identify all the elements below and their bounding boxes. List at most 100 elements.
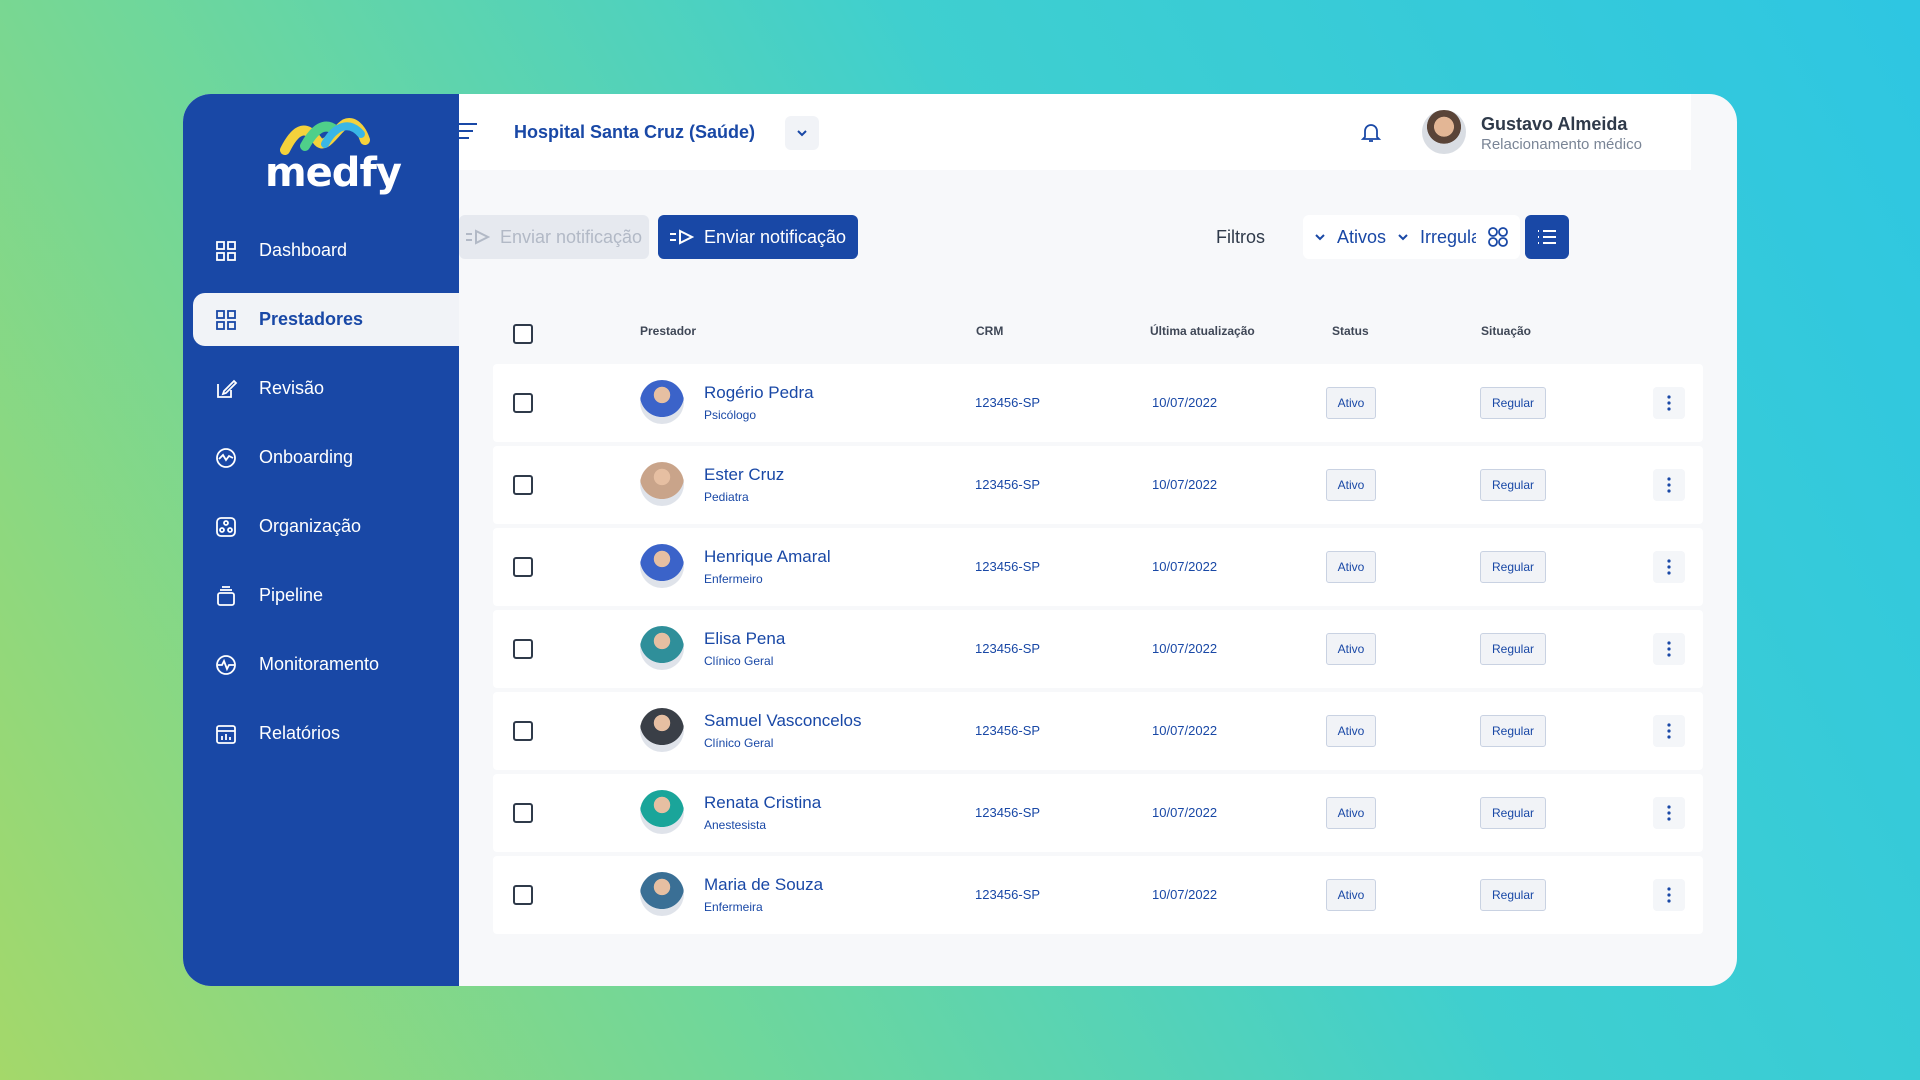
status-badge: Ativo xyxy=(1326,551,1376,583)
row-checkbox[interactable] xyxy=(513,393,533,413)
row-actions-button[interactable] xyxy=(1653,387,1685,419)
filter-active-dropdown[interactable]: Ativos xyxy=(1303,215,1397,259)
list-view-icon xyxy=(1538,230,1556,244)
medfy-logo[interactable]: medfy xyxy=(265,116,402,196)
column-provider: Prestador xyxy=(640,324,697,338)
avatar xyxy=(640,462,684,506)
row-checkbox[interactable] xyxy=(513,475,533,495)
provider-updated: 10/07/2022 xyxy=(1152,887,1218,902)
user-avatar[interactable] xyxy=(1422,110,1466,154)
send-notification-button-disabled[interactable]: Enviar notificação xyxy=(459,215,649,259)
table-row[interactable]: Samuel Vasconcelos Clínico Geral 123456-… xyxy=(493,692,1703,770)
row-actions-button[interactable] xyxy=(1653,633,1685,665)
provider-specialty: Pediatra xyxy=(704,490,749,504)
provider-updated: 10/07/2022 xyxy=(1152,805,1218,820)
provider-name[interactable]: Maria de Souza xyxy=(704,875,824,894)
row-checkbox[interactable] xyxy=(513,803,533,823)
provider-name[interactable]: Henrique Amaral xyxy=(704,547,831,566)
table-row[interactable]: Renata Cristina Anestesista 123456-SP 10… xyxy=(493,774,1703,852)
avatar xyxy=(640,380,684,424)
more-vertical-icon xyxy=(1667,723,1671,739)
logo-text: medfy xyxy=(265,150,402,196)
provider-specialty: Anestesista xyxy=(704,818,767,832)
provider-name[interactable]: Renata Cristina xyxy=(704,793,822,812)
provider-crm: 123456-SP xyxy=(975,477,1041,492)
row-checkbox[interactable] xyxy=(513,557,533,577)
organization-icon xyxy=(213,514,239,540)
provider-specialty: Enfermeira xyxy=(704,900,763,914)
provider-crm: 123456-SP xyxy=(975,641,1041,656)
chevron-down-icon xyxy=(797,130,807,137)
sidebar-item-label: Relatórios xyxy=(259,723,341,743)
toolbar: Enviar notificação Enviar notificação Fi… xyxy=(459,215,1691,259)
provider-updated: 10/07/2022 xyxy=(1152,395,1218,410)
provider-updated: 10/07/2022 xyxy=(1152,477,1218,492)
sidebar-item-label: Revisão xyxy=(259,378,325,398)
sidebar-item-relatorios[interactable]: Relatórios xyxy=(193,707,459,760)
sidebar-item-revisao[interactable]: Revisão xyxy=(193,362,459,415)
sidebar-item-label: Dashboard xyxy=(259,240,348,260)
sidebar-item-prestadores[interactable]: Prestadores xyxy=(193,293,459,346)
table-row[interactable]: Henrique Amaral Enfermeiro 123456-SP 10/… xyxy=(493,528,1703,606)
status-badge: Ativo xyxy=(1326,715,1376,747)
sidebar-item-onboarding[interactable]: Onboarding xyxy=(193,431,459,484)
provider-name[interactable]: Rogério Pedra xyxy=(704,383,814,402)
grid-view-button[interactable] xyxy=(1476,215,1520,259)
list-view-button[interactable] xyxy=(1525,215,1569,259)
avatar xyxy=(640,790,684,834)
table-row[interactable]: Maria de Souza Enfermeira 123456-SP 10/0… xyxy=(493,856,1703,934)
user-name: Gustavo Almeida xyxy=(1481,114,1628,134)
provider-crm: 123456-SP xyxy=(975,395,1041,410)
sidebar-item-label: Prestadores xyxy=(259,309,364,329)
provider-crm: 123456-SP xyxy=(975,805,1041,820)
stack-icon xyxy=(213,583,239,609)
sidebar-item-organizacao[interactable]: Organização xyxy=(193,500,459,553)
select-all-checkbox[interactable] xyxy=(513,324,533,344)
row-checkbox[interactable] xyxy=(513,721,533,741)
sidebar-item-label: Pipeline xyxy=(259,585,324,605)
send-notification-button[interactable]: Enviar notificação xyxy=(658,215,858,259)
row-actions-button[interactable] xyxy=(1653,551,1685,583)
send-icon xyxy=(669,229,694,245)
provider-crm: 123456-SP xyxy=(975,887,1041,902)
hospital-dropdown-button[interactable] xyxy=(785,116,819,150)
hospital-selector-label[interactable]: Hospital Santa Cruz (Saúde) xyxy=(514,122,756,142)
row-actions-button[interactable] xyxy=(1653,469,1685,501)
top-bar: Hospital Santa Cruz (Saúde) Gustavo Alme… xyxy=(459,94,1691,170)
sidebar-item-monitoramento[interactable]: Monitoramento xyxy=(193,638,459,691)
avatar xyxy=(640,544,684,588)
provider-specialty: Clínico Geral xyxy=(704,736,774,750)
logo-wave-icon xyxy=(280,118,370,155)
row-actions-button[interactable] xyxy=(1653,879,1685,911)
table-row[interactable]: Rogério Pedra Psicólogo 123456-SP 10/07/… xyxy=(493,364,1703,442)
situation-badge: Regular xyxy=(1480,797,1546,829)
more-vertical-icon xyxy=(1667,887,1671,903)
situation-badge: Regular xyxy=(1480,387,1546,419)
menu-icon[interactable] xyxy=(459,122,479,140)
sidebar-item-label: Organização xyxy=(259,516,362,536)
status-badge: Ativo xyxy=(1326,469,1376,501)
send-notification-label: Enviar notificação xyxy=(499,226,643,247)
provider-name[interactable]: Ester Cruz xyxy=(704,465,785,484)
providers-table: Prestador CRM Última atualização Status … xyxy=(493,304,1703,938)
filter-active-label: Ativos xyxy=(1337,226,1387,247)
table-row[interactable]: Elisa Pena Clínico Geral 123456-SP 10/07… xyxy=(493,610,1703,688)
provider-name[interactable]: Elisa Pena xyxy=(704,629,786,648)
sidebar-item-pipeline[interactable]: Pipeline xyxy=(193,569,459,622)
sidebar-item-dashboard[interactable]: Dashboard xyxy=(193,224,459,277)
row-actions-button[interactable] xyxy=(1653,715,1685,747)
column-situation: Situação xyxy=(1481,324,1532,338)
row-checkbox[interactable] xyxy=(513,639,533,659)
bell-icon[interactable] xyxy=(1359,120,1383,144)
sidebar: medfy Dashboard Prestadores Revisão xyxy=(183,94,459,986)
sidebar-nav: Dashboard Prestadores Revisão Onboarding xyxy=(183,224,459,776)
table-row[interactable]: Ester Cruz Pediatra 123456-SP 10/07/2022… xyxy=(493,446,1703,524)
column-updated: Última atualização xyxy=(1150,324,1255,338)
provider-specialty: Clínico Geral xyxy=(704,654,774,668)
provider-name[interactable]: Samuel Vasconcelos xyxy=(704,711,862,730)
row-actions-button[interactable] xyxy=(1653,797,1685,829)
avatar xyxy=(640,872,684,916)
row-checkbox[interactable] xyxy=(513,885,533,905)
situation-badge: Regular xyxy=(1480,469,1546,501)
situation-badge: Regular xyxy=(1480,879,1546,911)
